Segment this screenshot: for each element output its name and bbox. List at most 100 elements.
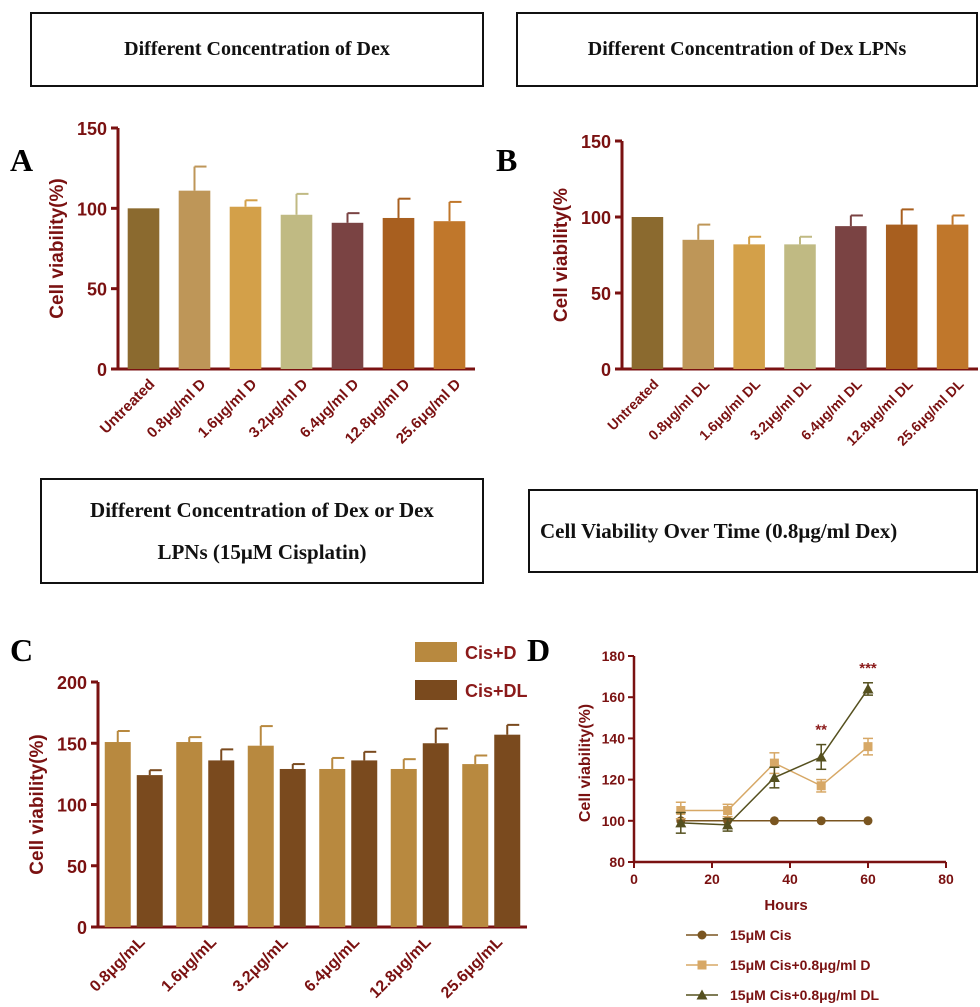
- chart-a-y-tick-label: 50: [87, 280, 107, 300]
- chart-b-y-tick-label: 100: [581, 208, 611, 228]
- chart-d-legend-label: 15μM Cis+0.8μg/ml DL: [730, 987, 879, 1003]
- chart-c-y-tick-label: 0: [77, 918, 87, 938]
- chart-d-significance-label: **: [815, 722, 827, 739]
- panel-c-title-line2: LPNs (15μM Cisplatin): [157, 540, 367, 564]
- chart-b-y-tick-label: 150: [581, 132, 611, 152]
- chart-d-y-tick-label: 100: [602, 813, 626, 829]
- chart-d-point: [768, 772, 780, 783]
- chart-d-point: [722, 819, 734, 830]
- chart-c-legend-swatch: [415, 680, 457, 700]
- chart-c-bar: [462, 764, 489, 927]
- chart-d-point: [723, 806, 733, 815]
- panel-a-title: Different Concentration of Dex: [124, 38, 390, 60]
- chart-d-significance-label: ***: [859, 660, 877, 677]
- chart-c-bar: [422, 743, 449, 927]
- chart-d-x-tick-label: 80: [938, 871, 954, 887]
- chart-a-y-tick-label: 0: [97, 360, 107, 380]
- chart-b-y-axis-label: Cell viability(%: [551, 188, 572, 322]
- chart-d-point: [862, 683, 874, 694]
- chart-d-x-axis-label: Hours: [764, 897, 807, 914]
- chart-d-y-tick-label: 80: [609, 854, 625, 870]
- chart-c-y-tick-label: 50: [67, 857, 87, 877]
- chart-b-bar: [631, 217, 664, 369]
- panel-d-title-box: Cell Viability Over Time (0.8μg/ml Dex): [528, 489, 978, 573]
- chart-a-bar: [433, 221, 466, 369]
- chart-c-bar: [136, 775, 163, 927]
- chart-b-bar: [835, 226, 867, 369]
- chart-c-y-tick-label: 200: [57, 673, 87, 693]
- chart-c-bar: [247, 745, 274, 927]
- chart-d-y-axis-label: Cell viability(%): [577, 704, 594, 822]
- chart-b-y-tick-label: 50: [591, 284, 611, 304]
- chart-a-bar: [229, 206, 262, 369]
- chart-d-legend-label: 15μM Cis+0.8μg/ml D: [730, 957, 870, 973]
- panel-b-title-box: Different Concentration of Dex LPNs: [516, 12, 978, 87]
- chart-c-bar: [390, 768, 417, 927]
- chart-a-y-axis-label: Cell viability(%): [47, 178, 68, 318]
- chart-d-point: [675, 817, 687, 828]
- chart-c-x-tick-label: 0.8μg/mL: [87, 934, 149, 996]
- chart-b-y-tick-label: 0: [601, 360, 611, 380]
- chart-d-y-tick-label: 160: [602, 689, 626, 705]
- chart-d-point: [816, 816, 826, 826]
- chart-c-bar: [319, 768, 346, 927]
- chart-d-point: [816, 781, 826, 791]
- chart-c-legend-label: Cis+DL: [465, 681, 528, 701]
- chart-d-legend-label: 15μM Cis: [730, 927, 792, 943]
- chart-c-y-tick-label: 100: [57, 796, 87, 816]
- panel-c-letter: C: [10, 632, 34, 668]
- chart-d-x-tick-label: 60: [860, 871, 876, 887]
- chart-c-legend-label: Cis+D: [465, 643, 517, 663]
- chart-c-legend-swatch: [415, 642, 457, 662]
- chart-b-bar: [682, 239, 715, 369]
- chart-c-x-tick-label: 1.6μg/mL: [158, 934, 220, 996]
- chart-b-bar: [733, 244, 765, 369]
- chart-a-y-tick-label: 100: [77, 199, 107, 219]
- chart-d-point: [863, 816, 873, 826]
- chart-a-y-tick-label: 150: [77, 119, 107, 139]
- chart-d-y-tick-label: 140: [602, 730, 626, 746]
- chart-b-bar: [885, 224, 918, 369]
- chart-a-bar: [127, 208, 160, 369]
- chart-a-bar: [382, 217, 415, 369]
- chart-c-x-tick-label: 3.2μg/mL: [230, 934, 292, 996]
- chart-c-bar: [351, 760, 378, 927]
- chart-c-bar: [176, 742, 203, 927]
- panel-a-title-box: Different Concentration of Dex: [30, 12, 484, 87]
- chart-d-point: [863, 742, 873, 752]
- chart-c-x-tick-label: 6.4μg/mL: [301, 934, 363, 996]
- chart-d-y-tick-label: 180: [602, 648, 626, 664]
- chart-d-x-tick-label: 40: [782, 871, 798, 887]
- chart-d-point: [676, 806, 686, 815]
- chart-b-bar: [936, 224, 969, 369]
- chart-d-legend-marker: [696, 989, 708, 1000]
- chart-c-x-tick-label: 12.8μg/mL: [367, 934, 435, 1002]
- chart-c-bar: [208, 760, 235, 927]
- panel-c-title-box: Different Concentration of Dex or Dex LP…: [40, 478, 484, 584]
- chart-d-x-tick-label: 0: [630, 871, 638, 887]
- chart-c-x-tick-label: 25.6μg/mL: [438, 934, 506, 1002]
- chart-d-point: [769, 758, 779, 768]
- chart-c-y-tick-label: 150: [57, 734, 87, 754]
- panel-b-title: Different Concentration of Dex LPNs: [587, 38, 907, 60]
- chart-d-x-tick-label: 20: [704, 871, 720, 887]
- chart-d-point: [769, 816, 779, 826]
- chart-a-bar: [331, 222, 364, 369]
- panel-d-letter: D: [527, 632, 551, 668]
- chart-c-bar: [279, 768, 306, 927]
- chart-c-y-axis-label: Cell viability(%): [27, 734, 48, 874]
- panel-b-letter: B: [496, 142, 518, 178]
- chart-b-bar: [784, 244, 816, 369]
- panel-d-title: Cell Viability Over Time (0.8μg/ml Dex): [540, 518, 898, 543]
- panel-c-title-line1: Different Concentration of Dex or Dex: [90, 498, 434, 522]
- panel-a-letter: A: [10, 142, 34, 178]
- chart-d-y-tick-label: 120: [602, 772, 626, 788]
- chart-d-legend-marker: [697, 960, 707, 970]
- chart-c-bar: [104, 742, 131, 927]
- chart-a-bar: [280, 214, 313, 369]
- chart-d-legend-marker: [697, 930, 707, 940]
- chart-c-bar: [494, 734, 521, 927]
- chart-d-point: [815, 751, 827, 762]
- chart-a-bar: [178, 190, 211, 369]
